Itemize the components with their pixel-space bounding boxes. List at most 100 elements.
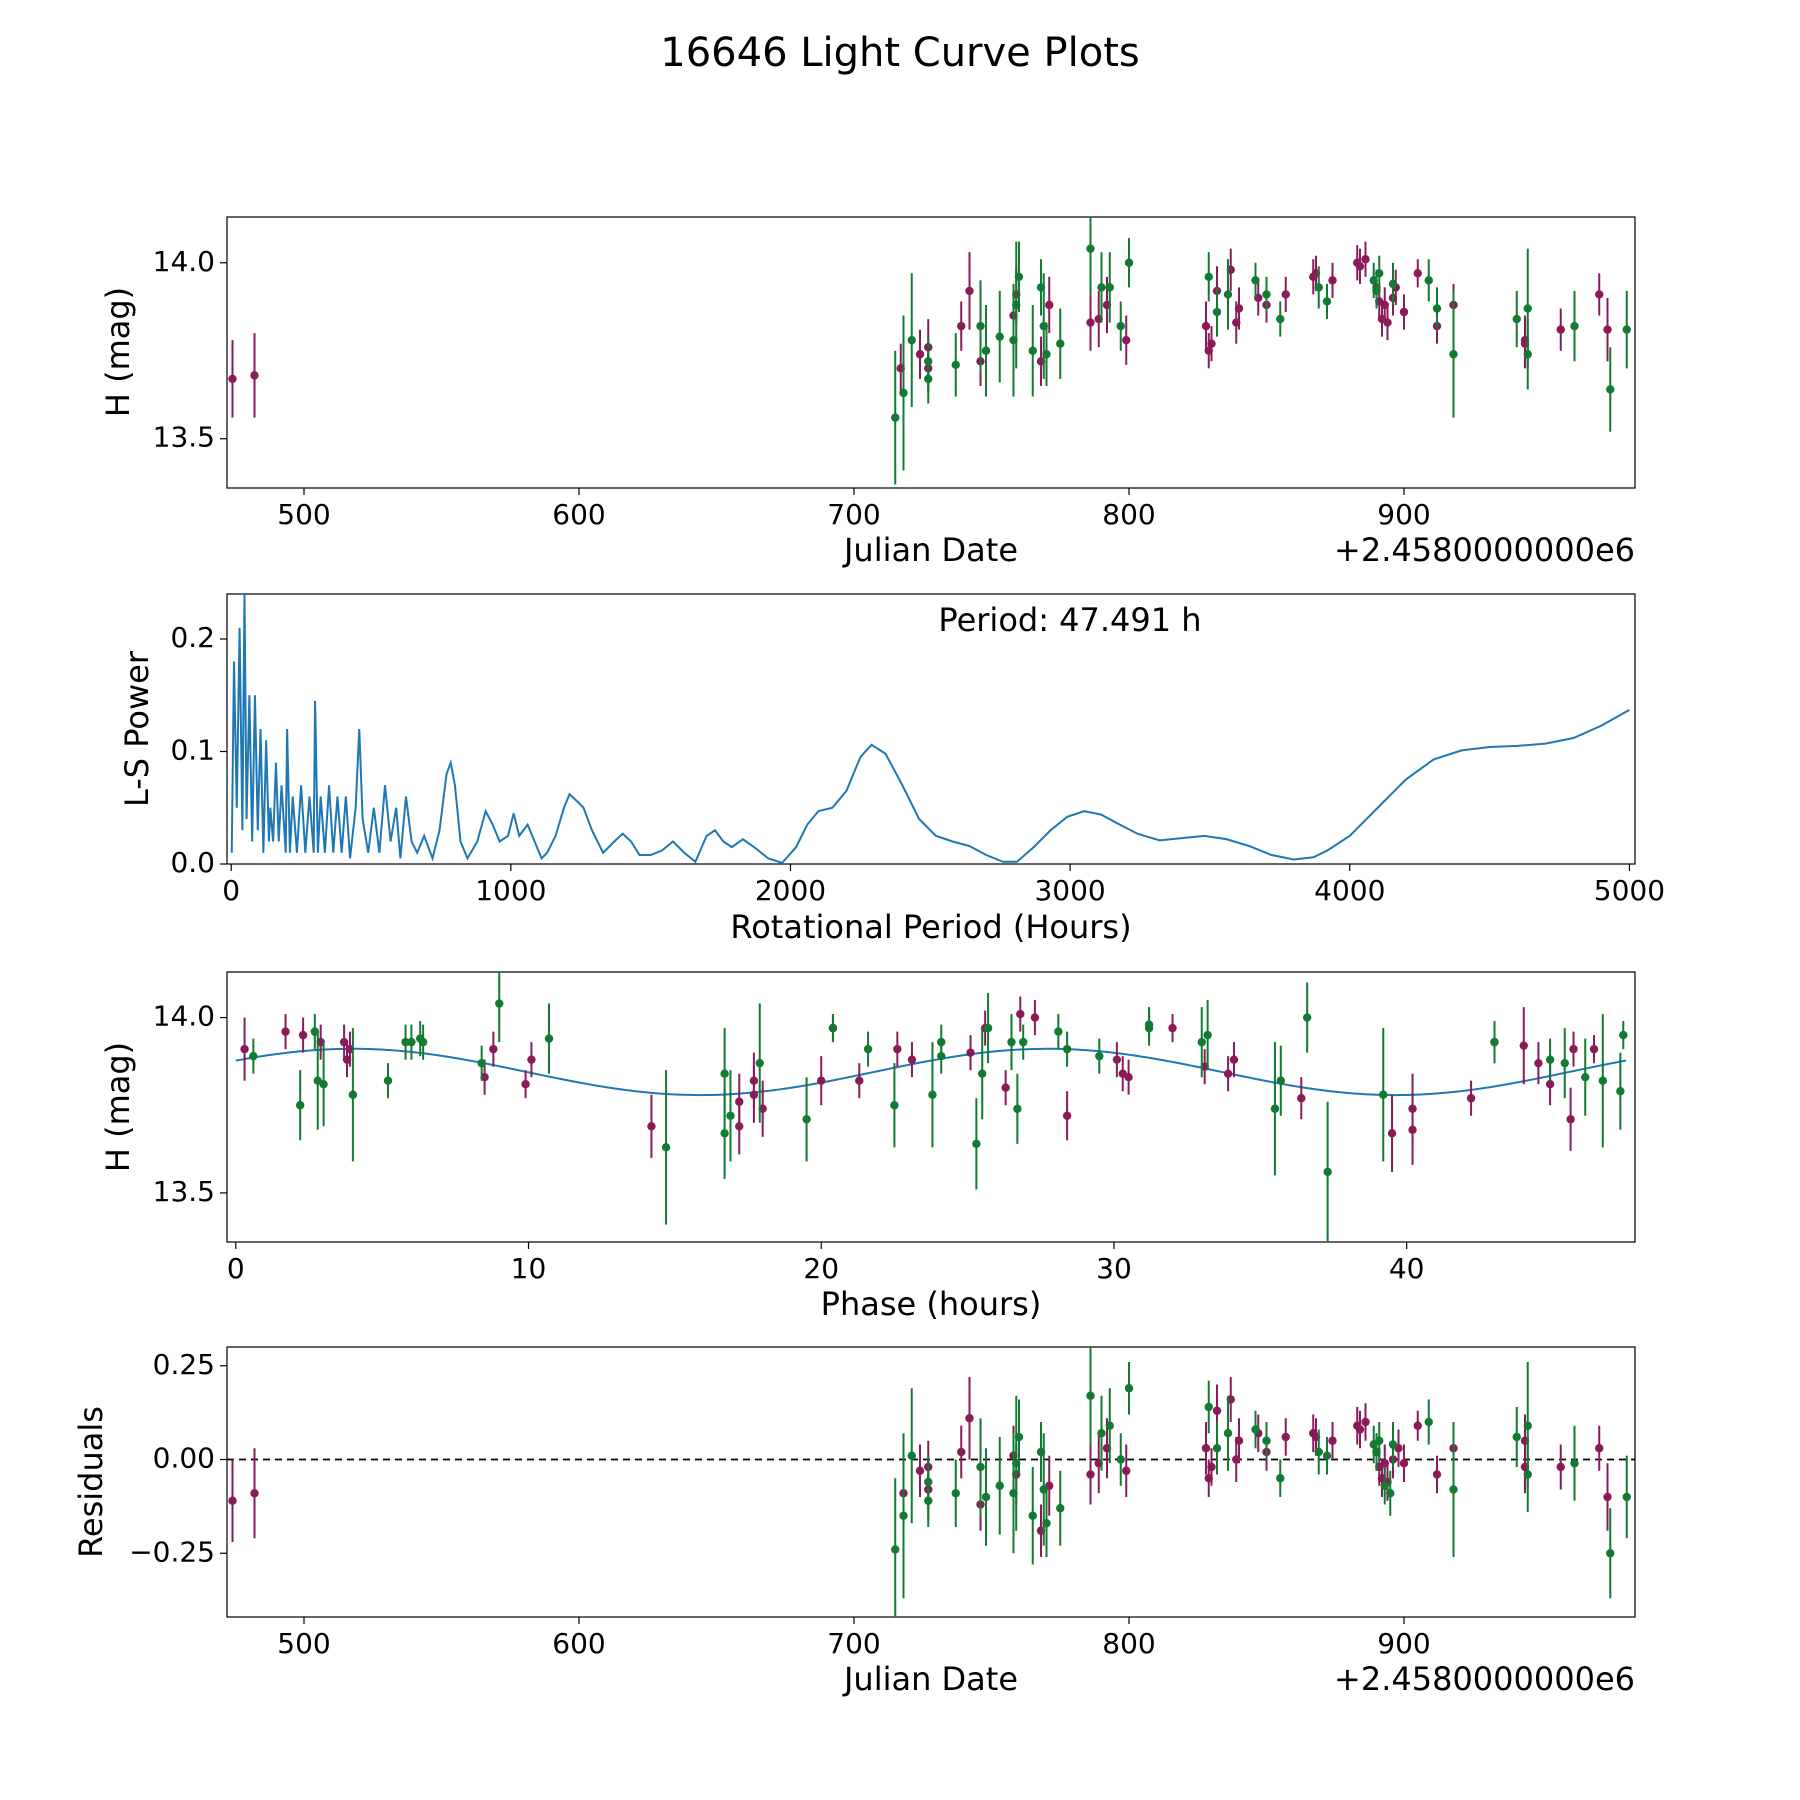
phase-filter-b-point-44 — [1490, 1021, 1499, 1064]
lc-filter-b-point-40 — [1570, 290, 1579, 362]
data-marker — [1086, 318, 1095, 327]
data-marker — [1223, 290, 1233, 299]
res-filter-a-point-19 — [1207, 1448, 1216, 1486]
data-marker — [1045, 300, 1054, 310]
res-filter-b-point-12 — [1028, 1467, 1037, 1565]
data-marker — [907, 1055, 917, 1064]
res-filter-b-point-22 — [1204, 1380, 1213, 1434]
phase-filter-a-point-20 — [893, 1031, 902, 1067]
data-marker — [1105, 1421, 1114, 1430]
res-filter-a-point-47 — [1595, 1425, 1604, 1471]
res-filter-b-point-7 — [981, 1448, 991, 1546]
res-filter-a-point-23 — [1234, 1418, 1244, 1464]
residuals-y-label: Residuals — [72, 1406, 110, 1558]
phase-filter-a-point-8 — [489, 1031, 498, 1067]
y-tick-label: 0.2 — [170, 621, 215, 654]
phase-filter-b-point-11 — [477, 1045, 486, 1081]
lc-filter-b-point-0 — [891, 350, 900, 485]
data-marker — [1387, 1129, 1397, 1138]
data-marker — [1013, 1104, 1022, 1113]
data-marker — [1056, 1504, 1065, 1513]
phase-filter-b-point-12 — [495, 972, 504, 1043]
phase-filter-b-point-25 — [937, 1038, 946, 1074]
x-tick-label: 500 — [277, 1627, 330, 1660]
res-filter-b-point-16 — [1056, 1470, 1065, 1546]
res-filter-a-point-3 — [915, 1444, 925, 1497]
data-marker — [1408, 1125, 1417, 1134]
res-filter-b-point-28 — [1314, 1429, 1323, 1475]
lc-filter-b-point-16 — [1056, 308, 1065, 379]
phase-filter-a-point-26 — [1030, 1000, 1040, 1036]
data-marker — [828, 1023, 838, 1033]
data-marker — [1030, 1013, 1040, 1022]
lc-filter-b-point-42 — [1622, 290, 1631, 369]
res-filter-b-point-43 — [1622, 1455, 1631, 1539]
res-filter-b-point-18 — [1097, 1395, 1106, 1471]
data-marker — [661, 1143, 671, 1152]
phase-filter-b-point-43 — [1379, 1028, 1388, 1162]
phase-filter-b-point-47 — [1581, 1038, 1590, 1116]
data-marker — [1168, 1023, 1177, 1033]
data-marker — [735, 1122, 744, 1131]
data-marker — [1124, 258, 1134, 267]
phase-filter-a-point-38 — [1408, 1094, 1417, 1165]
lc-filter-a-point-13 — [1086, 294, 1095, 351]
lc-filter-b-point-19 — [1105, 252, 1114, 323]
phase-filter-a-point-24 — [1001, 1070, 1010, 1106]
phase-filter-b-point-0 — [249, 1038, 258, 1074]
x-tick-label: 30 — [1096, 1252, 1132, 1285]
lc-filter-b-point-37 — [1512, 290, 1521, 348]
phase-filter-b-point-17 — [726, 1070, 735, 1162]
phase-filter-a-point-11 — [647, 1094, 656, 1158]
res-filter-b-point-33 — [1380, 1467, 1389, 1505]
res-filter-b-point-8 — [995, 1437, 1004, 1535]
residuals-points — [227, 1347, 1635, 1617]
data-marker — [1203, 1030, 1212, 1040]
phase-filter-b-point-45 — [1545, 1038, 1555, 1081]
lc-filter-a-point-19 — [1207, 326, 1216, 362]
res-filter-a-point-41 — [1413, 1410, 1422, 1441]
data-marker — [1276, 1474, 1285, 1483]
data-marker — [1386, 1489, 1395, 1498]
res-filter-a-point-0 — [228, 1459, 237, 1542]
data-marker — [951, 1489, 960, 1498]
res-filter-a-point-32 — [1361, 1403, 1370, 1441]
data-marker — [1042, 350, 1051, 359]
residuals-y-ticks: −0.25 0.00 0.25 — [129, 1348, 227, 1568]
data-marker — [937, 1051, 946, 1061]
data-marker — [521, 1080, 530, 1089]
lc-filter-b-point-26 — [1262, 276, 1271, 313]
phase-filter-b-point-20 — [828, 1014, 838, 1043]
x-tick-label: 600 — [552, 1627, 605, 1660]
data-marker — [893, 1044, 902, 1054]
lc-filter-b-point-29 — [1322, 283, 1332, 320]
data-marker — [1424, 276, 1433, 285]
periodogram-x-ticks: 0 1000 2000 3000 4000 5000 — [222, 864, 1665, 907]
data-marker — [924, 1496, 933, 1505]
x-tick-label: 4000 — [1314, 874, 1385, 907]
data-marker — [249, 1051, 258, 1061]
residuals-offset-text: +2.4580000000e6 — [1334, 1660, 1635, 1698]
res-filter-a-point-7 — [965, 1377, 974, 1460]
lc-filter-b-point-5 — [951, 333, 960, 397]
data-marker — [1001, 1083, 1010, 1092]
periodogram-line-layer — [230, 594, 1630, 864]
residuals-x-label: Julian Date — [842, 1660, 1018, 1698]
res-filter-b-point-40 — [1523, 1437, 1532, 1512]
lc-filter-b-point-22 — [1204, 252, 1213, 302]
light-curve-offset-text: +2.4580000000e6 — [1334, 531, 1635, 569]
res-filter-a-point-31 — [1355, 1410, 1365, 1449]
data-marker — [1197, 1037, 1206, 1047]
phase-x-label: Phase (hours) — [821, 1285, 1042, 1323]
phase-filter-a-point-27 — [1062, 1091, 1072, 1141]
res-filter-b-point-34 — [1386, 1470, 1395, 1516]
lc-filter-a-point-6 — [957, 301, 966, 351]
y-tick-label: 0.25 — [153, 1348, 215, 1381]
data-marker — [228, 1496, 237, 1505]
data-marker — [1413, 269, 1422, 278]
res-filter-b-point-35 — [1388, 1422, 1398, 1467]
data-marker — [1281, 1432, 1290, 1442]
phase-filter-a-point-31 — [1168, 1014, 1177, 1043]
data-marker — [1116, 321, 1125, 331]
phase-filter-b-point-41 — [1302, 982, 1312, 1053]
